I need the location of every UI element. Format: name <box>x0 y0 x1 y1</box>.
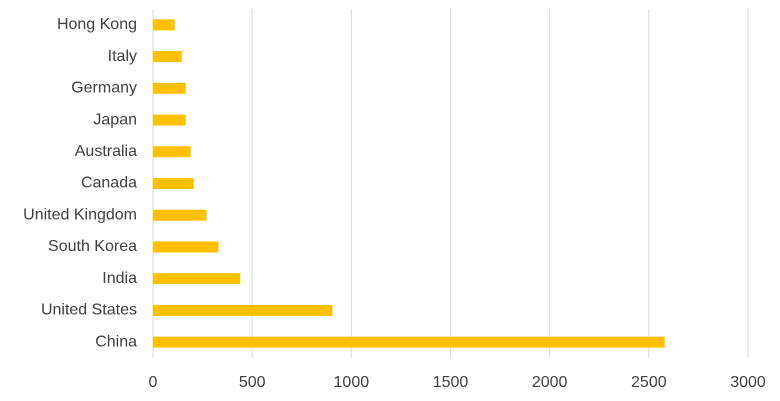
bar <box>153 19 175 31</box>
y-tick-label: United States <box>41 302 137 319</box>
x-tick-label: 1000 <box>334 374 370 391</box>
x-tick-label: 1500 <box>433 374 469 391</box>
y-tick-label: United Kingdom <box>23 206 137 223</box>
y-tick-label: Australia <box>75 143 137 160</box>
bar <box>153 209 207 221</box>
x-tick-label: 0 <box>149 374 158 391</box>
bar <box>153 146 191 158</box>
x-tick-label: 2500 <box>631 374 667 391</box>
y-tick-label: Japan <box>93 111 137 128</box>
bar <box>153 241 219 253</box>
y-tick-label: Canada <box>81 175 137 192</box>
bar <box>153 114 186 126</box>
bar <box>153 304 333 316</box>
x-tick-label: 500 <box>239 374 266 391</box>
bar <box>153 336 665 348</box>
y-tick-label: Italy <box>108 48 137 65</box>
y-tick-label: Hong Kong <box>57 16 137 33</box>
y-tick-label: India <box>102 270 137 287</box>
y-tick-label: Germany <box>71 80 137 97</box>
y-tick-label: South Korea <box>48 238 137 255</box>
bar <box>153 178 194 189</box>
x-tick-label: 2000 <box>532 374 568 391</box>
bar <box>153 82 186 94</box>
x-tick-label: 3000 <box>730 374 766 391</box>
y-tick-label: China <box>95 333 137 350</box>
bar <box>153 273 241 285</box>
bar <box>153 51 182 63</box>
